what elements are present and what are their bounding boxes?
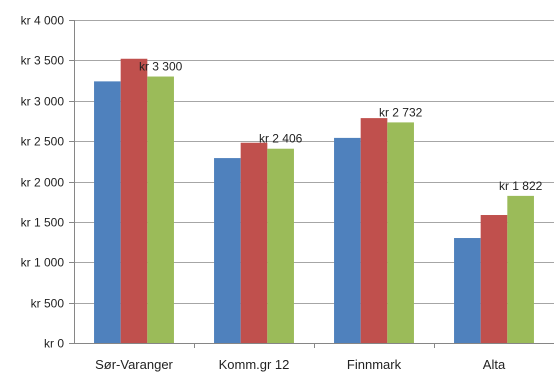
y-tick-label: kr 4 000 [21, 14, 65, 28]
y-tick-label: kr 3 000 [21, 95, 65, 109]
bar [360, 118, 388, 343]
axes [69, 20, 554, 348]
bar [267, 148, 294, 343]
y-tick-label: kr 2 000 [21, 176, 65, 190]
y-tick-label: kr 1 500 [21, 216, 65, 230]
labels: kr 0 kr 500 kr 1 000 kr 1 500 kr 2 000 kr 2 5… [21, 14, 543, 373]
bar [240, 142, 268, 343]
bar [120, 58, 148, 343]
y-tick-label: kr 3 500 [21, 54, 65, 68]
bar [147, 76, 174, 344]
x-tick-label: Sør-Varanger [95, 357, 173, 372]
x-tick-label: Finnmark [347, 357, 402, 372]
data-label: kr 2 406 [259, 132, 303, 146]
y-tick-label: kr 1 000 [21, 256, 65, 270]
y-tick-label: kr 0 [44, 337, 64, 351]
x-tick-label: Komm.gr 12 [219, 357, 290, 372]
bar [480, 215, 508, 343]
y-tick-label: kr 500 [31, 297, 65, 311]
y-tick-label: kr 2 500 [21, 135, 65, 149]
bars [94, 58, 534, 344]
bar [334, 137, 361, 343]
bar [94, 81, 121, 344]
bar [214, 158, 241, 343]
bar [507, 195, 534, 343]
data-label: kr 2 732 [379, 105, 423, 119]
bar [387, 122, 414, 344]
data-label: kr 3 300 [139, 60, 183, 74]
data-label: kr 1 822 [499, 179, 543, 193]
bar [454, 238, 481, 343]
x-tick-label: Alta [483, 357, 506, 372]
